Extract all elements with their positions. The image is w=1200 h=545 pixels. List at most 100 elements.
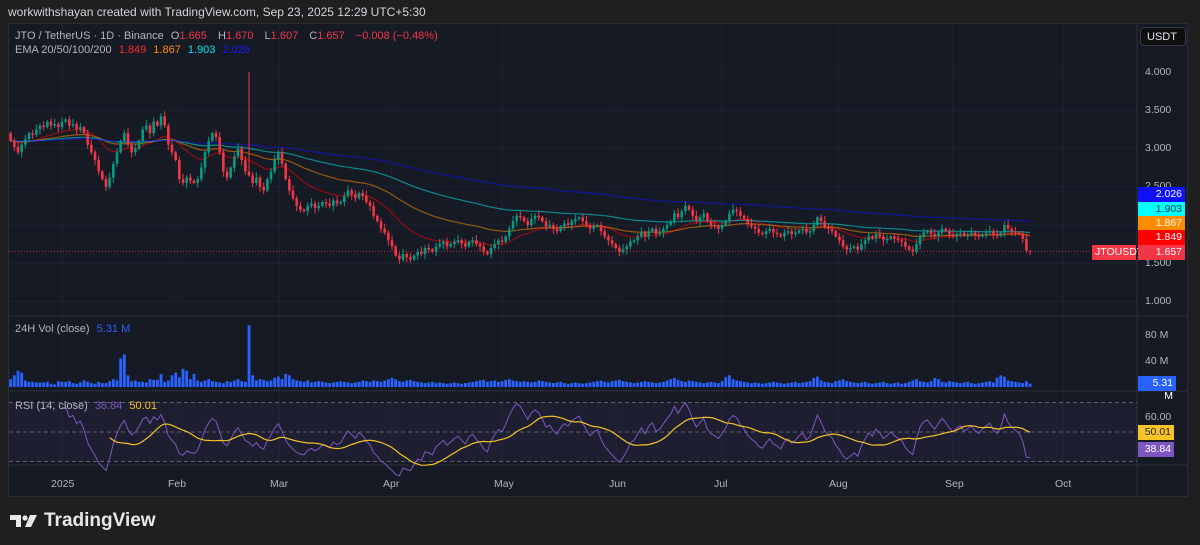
candle-body: [1017, 232, 1021, 235]
candle-body: [75, 124, 78, 130]
volume-bar: [794, 381, 797, 387]
volume-bar: [713, 382, 717, 387]
candle-body: [423, 247, 427, 255]
candle-body: [1010, 228, 1014, 232]
candle-body: [460, 240, 464, 244]
volume-bar: [951, 381, 955, 387]
ema-legend[interactable]: EMA 20/50/100/200 1.849 1.867 1.903 2.02…: [15, 44, 254, 56]
symbol-price-badge: JTOUSDT: [1092, 245, 1143, 260]
candle-body: [577, 217, 581, 219]
volume-bar: [555, 382, 559, 387]
volume-bar: [64, 381, 68, 387]
volume-bar: [603, 381, 607, 387]
volume-bar: [992, 382, 995, 387]
volume-bar: [1014, 381, 1017, 387]
volume-bar: [1006, 380, 1010, 387]
volume-bar: [287, 375, 291, 387]
candle-body: [159, 116, 163, 126]
tradingview-logo: TradingView: [10, 510, 156, 532]
volume-bar: [896, 382, 900, 387]
volume-bar: [482, 379, 486, 387]
volume-bar: [383, 380, 387, 387]
candle-body: [420, 251, 423, 255]
volume-bar: [1021, 383, 1025, 387]
candle-body: [482, 246, 486, 252]
volume-legend[interactable]: 24H Vol (close) 5.31 M: [15, 323, 134, 335]
volume-bar: [60, 381, 64, 387]
candle-body: [735, 209, 739, 212]
volume-bar: [966, 381, 970, 387]
candle-body: [801, 228, 805, 231]
candle-body: [79, 127, 82, 130]
volume-bar: [199, 381, 203, 387]
candle-body: [750, 223, 753, 227]
time-tick: Apr: [383, 478, 400, 490]
volume-bar: [867, 383, 871, 387]
candle-body: [695, 215, 698, 222]
candle-body: [768, 228, 772, 232]
candle-body: [163, 116, 166, 126]
currency-button[interactable]: USDT: [1140, 27, 1186, 46]
volume-bar: [588, 382, 592, 387]
time-tick: Feb: [168, 478, 187, 490]
candle-body: [313, 203, 317, 209]
candle-body: [944, 228, 948, 232]
candle-body: [581, 217, 585, 222]
candle-body: [390, 240, 394, 247]
candle-body: [948, 231, 951, 235]
candle-body: [640, 232, 643, 237]
ema20-value: 1.849: [118, 44, 147, 56]
candle-body: [720, 225, 724, 229]
volume-bar: [518, 381, 522, 387]
candle-body: [548, 225, 552, 227]
volume-bar: [148, 379, 152, 387]
candle-body: [60, 121, 64, 128]
low-value: 1.607: [270, 30, 299, 42]
volume-bar: [192, 374, 196, 387]
candle-body: [394, 246, 397, 256]
volume-bar: [562, 383, 566, 387]
volume-bar: [423, 383, 427, 387]
candle-body: [31, 133, 34, 135]
volume-bar: [907, 381, 911, 387]
candle-body: [929, 231, 933, 235]
volume-bar: [1017, 382, 1021, 387]
volume-bar: [284, 374, 288, 387]
candle-body: [200, 167, 203, 180]
volume-bar: [397, 381, 401, 387]
volume-bar: [731, 379, 735, 387]
rsi-legend[interactable]: RSI (14, close) 38.84 50.01: [15, 400, 161, 412]
rsi-line: [61, 401, 1031, 477]
volume-bar: [309, 382, 313, 387]
symbol-name[interactable]: JTO / TetherUS · 1D · Binance: [15, 30, 164, 42]
volume-bar: [922, 381, 926, 387]
candle-body: [365, 195, 368, 203]
candle-body: [867, 236, 871, 241]
volume-bar: [720, 381, 724, 387]
rsi-ma-value: 50.01: [129, 400, 157, 412]
candle-body: [984, 232, 988, 235]
candle-body: [742, 215, 746, 219]
chart-frame[interactable]: [8, 23, 1188, 497]
volume-bar: [441, 383, 445, 387]
candle-body: [834, 231, 838, 237]
candle-body: [1028, 250, 1032, 252]
price-tick: 3.000: [1145, 142, 1172, 154]
candle-body: [621, 249, 625, 252]
volume-bar: [577, 383, 581, 387]
volume-bar: [243, 381, 247, 387]
candle-body: [1006, 225, 1010, 229]
candle-body: [324, 202, 328, 204]
candle-body: [214, 133, 218, 138]
ema20-line: [10, 128, 1031, 246]
volume-bar: [313, 381, 317, 387]
volume-bar: [529, 382, 533, 387]
rsi-value: 38.84: [94, 400, 123, 412]
candle-body: [181, 179, 185, 183]
candle-body: [247, 171, 251, 176]
candle-body: [522, 217, 526, 222]
volume-bar: [889, 383, 893, 387]
candle-body: [174, 152, 177, 160]
candle-body: [49, 121, 53, 126]
